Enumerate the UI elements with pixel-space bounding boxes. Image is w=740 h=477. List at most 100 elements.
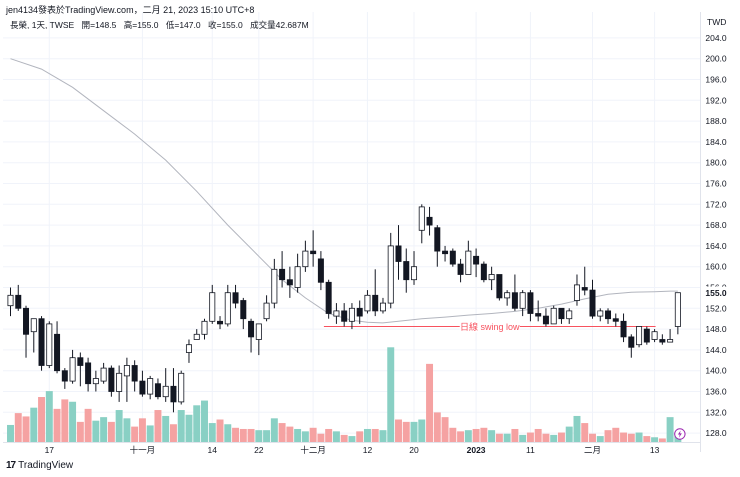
candle	[201, 318, 208, 340]
candle-body	[263, 302, 270, 320]
volume-bar	[371, 428, 379, 442]
candle-body	[46, 323, 53, 366]
price-tick-label: 148.0	[705, 324, 727, 334]
candle-body	[279, 268, 286, 281]
candle	[248, 318, 255, 353]
tradingview-brand[interactable]: 17 TradingView	[6, 460, 73, 471]
tradingview-logo-icon: 17	[6, 460, 16, 471]
candle-body	[550, 307, 557, 325]
candle	[23, 305, 30, 358]
volume-bar	[356, 431, 364, 442]
candle-body	[255, 323, 262, 340]
candle	[573, 274, 580, 306]
candle	[162, 368, 169, 402]
price-tick-label: 204.0	[705, 33, 727, 43]
volume-bar	[317, 433, 325, 442]
volume-bar	[286, 426, 294, 442]
candle-body	[139, 380, 146, 395]
volume-bar	[84, 408, 92, 442]
candle	[527, 290, 534, 322]
time-tick-label: 11	[526, 445, 535, 455]
volume-bar	[169, 424, 177, 442]
candle-body	[488, 274, 495, 281]
volume-bar	[526, 432, 534, 442]
candle-body	[643, 328, 650, 343]
candlesticks[interactable]	[7, 204, 681, 413]
candle-body	[527, 292, 534, 314]
candle	[496, 274, 503, 301]
swing-low-annotation[interactable]: 日線 swing low	[323, 320, 656, 333]
candle-body	[294, 266, 301, 288]
candle	[263, 295, 270, 322]
volume-bar	[162, 415, 170, 442]
candle-body	[217, 320, 224, 325]
volume-bar	[232, 427, 240, 442]
price-tick-label: 128.0	[705, 428, 727, 438]
candle-body	[542, 315, 549, 325]
price-axis[interactable]: 204.0 200.0 196.0 192.0 188.0 184.0 180.0 176.0…	[700, 12, 736, 452]
last-price-bg	[701, 286, 735, 299]
volume-bar	[480, 427, 488, 442]
volume-bar	[348, 436, 356, 442]
candle-body	[240, 300, 247, 320]
grid-lines	[3, 12, 700, 442]
candle-body	[178, 372, 185, 403]
candle	[542, 308, 549, 327]
high-value: 高=155.0	[123, 20, 159, 30]
volume-bar	[301, 431, 309, 442]
candle-body	[108, 367, 115, 392]
volume-bar	[294, 428, 302, 442]
candle	[674, 292, 681, 335]
lightning-icon-glyph	[677, 430, 682, 438]
publish-info: jen4134發表於TradingView.com，二月 21, 2023 15…	[6, 5, 255, 15]
candle	[317, 251, 324, 291]
candle-body	[473, 255, 480, 265]
candle	[108, 365, 115, 397]
swing-low-label-bg	[459, 320, 520, 333]
candle	[232, 284, 239, 309]
candle-body	[667, 339, 674, 343]
time-tick-label: 2023	[467, 445, 486, 455]
candle-body	[341, 310, 348, 322]
candle-body	[418, 206, 425, 231]
price-tick-label: 172.0	[705, 199, 727, 209]
candle	[30, 318, 37, 353]
volume-bar	[138, 418, 146, 442]
candle-body	[193, 333, 200, 340]
candle-body	[23, 307, 30, 335]
candle-body	[154, 383, 161, 398]
candle	[372, 269, 379, 317]
candle	[589, 279, 596, 319]
volume-bar	[177, 410, 185, 442]
open-value: 開=148.5	[81, 20, 117, 30]
candle-body	[372, 294, 379, 312]
volume-bar	[115, 410, 123, 442]
symbol-legend[interactable]: 長榮, 1天, TWSE 開=148.5 高=155.0 低=147.0 收=1…	[10, 19, 314, 31]
candle-body	[442, 250, 449, 255]
volume-bar	[123, 418, 131, 442]
candle-body	[511, 292, 518, 309]
price-tick-label: 168.0	[705, 220, 727, 230]
candle-body	[651, 331, 658, 340]
time-tick-label: 十二月	[300, 445, 326, 455]
moving-average-line	[10, 58, 678, 324]
time-axis[interactable]: 17 十一月 14 22 十二月 12 20 2023 11 二月 13	[3, 442, 700, 456]
time-tick-label: 13	[650, 445, 660, 455]
candle	[566, 308, 573, 324]
candle	[333, 303, 340, 324]
candle	[356, 300, 363, 324]
volume-bar	[92, 420, 100, 442]
volume-bar	[332, 431, 340, 442]
candle	[636, 326, 643, 348]
volume-bar	[45, 391, 53, 442]
candle	[69, 349, 76, 384]
price-tick-label: 152.0	[705, 303, 727, 313]
candle	[185, 339, 192, 363]
candle	[581, 266, 588, 296]
candle-body	[356, 307, 363, 317]
candle-body	[387, 245, 394, 304]
candle	[465, 240, 472, 275]
volume-bar	[387, 347, 395, 442]
